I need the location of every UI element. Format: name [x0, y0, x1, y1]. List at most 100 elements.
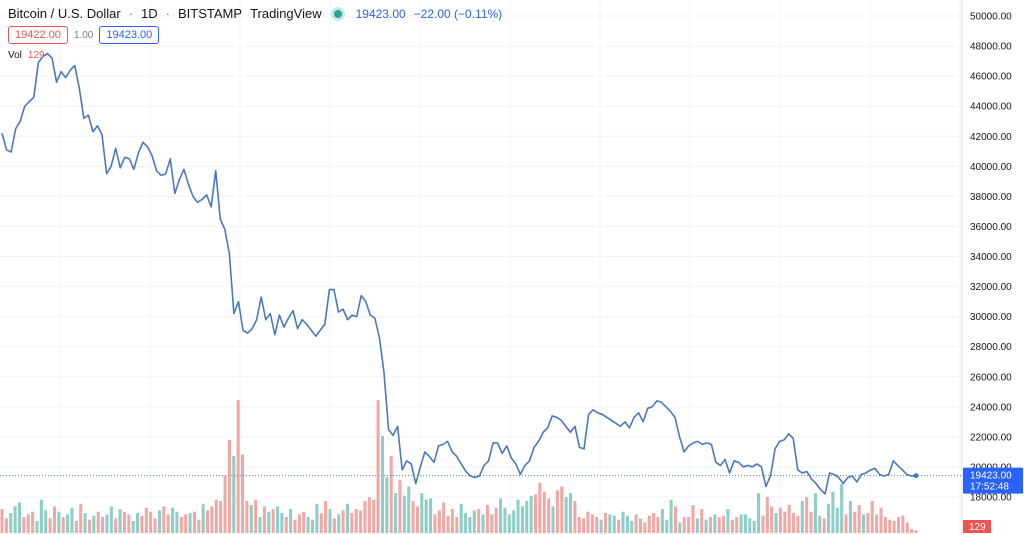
volume-bar	[0, 509, 4, 533]
volume-bar	[184, 514, 188, 533]
interval[interactable]: 1D	[141, 6, 158, 21]
volume-bar	[538, 482, 542, 533]
volume-bar	[109, 506, 113, 533]
volume-bar	[105, 514, 109, 533]
sell-price-button[interactable]: 19422.00	[8, 26, 68, 44]
volume-bar	[800, 501, 804, 533]
volume-bar	[774, 513, 778, 533]
volume-bar	[315, 503, 319, 533]
volume-bar	[70, 507, 74, 533]
spread-label: 1.00	[73, 29, 94, 41]
volume-bar	[57, 511, 61, 533]
volume-bar	[4, 518, 8, 533]
y-tick-label: 18000.00	[970, 493, 1012, 504]
volume-bar	[599, 519, 603, 533]
volume-bar	[765, 497, 769, 533]
volume-bar	[275, 506, 280, 533]
volume-bar	[901, 515, 905, 533]
volume-bar	[122, 511, 126, 533]
volume-bar	[402, 495, 406, 533]
volume-bar	[249, 505, 253, 533]
volume-bar	[227, 439, 231, 533]
volume-bar	[398, 479, 402, 533]
volume-bar	[284, 517, 288, 533]
volume-bar	[188, 513, 192, 533]
volume-bar	[673, 506, 678, 533]
volume-bar	[96, 511, 100, 533]
volume-bar	[853, 511, 857, 533]
y-tick-label: 50000.00	[970, 12, 1012, 23]
volume-bar	[555, 490, 559, 533]
volume-bar	[656, 517, 660, 533]
volume-bar	[376, 400, 380, 533]
volume-bar	[560, 486, 564, 533]
volume-bar	[192, 511, 196, 533]
volume-bar	[551, 506, 555, 533]
volume-bar	[44, 510, 48, 533]
buy-price-button[interactable]: 19423.00	[99, 26, 160, 44]
volume-bar	[573, 501, 577, 533]
volume-bar	[603, 513, 608, 533]
volume-bar	[144, 507, 148, 533]
volume-bar	[892, 521, 896, 533]
volume-bar	[140, 515, 144, 533]
volume-bar	[914, 530, 918, 533]
volume-bar	[337, 514, 341, 533]
volume-bar	[485, 505, 489, 533]
volume-bar	[341, 510, 345, 533]
market-status-icon[interactable]	[333, 9, 342, 18]
separator: ·	[165, 6, 171, 21]
volume-tag: 129	[963, 520, 991, 533]
volume-bar	[735, 517, 739, 533]
volume-bar	[752, 521, 756, 533]
symbol-name[interactable]: Bitcoin / U.S. Dollar	[8, 6, 121, 21]
volume-bar	[612, 515, 616, 533]
volume-bar	[481, 514, 485, 533]
y-tick-label: 36000.00	[970, 222, 1012, 233]
volume-bar	[429, 498, 433, 533]
volume-bar	[363, 501, 367, 533]
volume-bar	[306, 517, 310, 533]
volume-bar	[271, 509, 275, 533]
volume-bar	[289, 509, 293, 533]
y-tick-label: 40000.00	[970, 162, 1012, 173]
volume-bar	[494, 507, 498, 533]
volume-bar	[499, 498, 503, 533]
volume-bar	[22, 517, 26, 533]
volume-bar	[730, 519, 734, 533]
volume-bar	[197, 519, 201, 533]
volume-bar	[92, 515, 96, 533]
volume-bar	[367, 497, 371, 533]
volume-legend[interactable]: Vol 129	[8, 50, 45, 61]
volume-bar	[477, 509, 481, 533]
volume-bar	[79, 503, 83, 533]
volume-bar	[870, 501, 874, 533]
y-tick-label: 28000.00	[970, 342, 1012, 353]
volume-bar	[459, 503, 463, 533]
volume-bar	[157, 510, 161, 533]
chart-legend: Bitcoin / U.S. Dollar · 1D · BITSTAMP Tr…	[8, 6, 502, 21]
volume-bar	[26, 514, 30, 533]
volume-bar	[83, 513, 87, 533]
volume-bar	[861, 514, 866, 533]
volume-bar	[647, 515, 651, 533]
volume-bar	[468, 517, 472, 533]
price-tag-bg	[963, 467, 1023, 494]
volume-bar	[809, 511, 813, 533]
volume-bar	[840, 483, 844, 533]
volume-bar	[455, 517, 459, 533]
volume-bar	[490, 514, 494, 533]
volume-bar	[577, 517, 581, 533]
volume-bar	[507, 514, 511, 533]
volume-bar	[17, 502, 22, 533]
volume-bar	[792, 513, 796, 533]
volume-bar	[652, 513, 656, 533]
volume-bar	[717, 517, 721, 533]
volume-bar	[319, 513, 323, 533]
volume-bar	[713, 514, 717, 533]
volume-bar	[534, 494, 538, 533]
volume-bar	[175, 511, 179, 533]
volume-bar	[827, 503, 831, 533]
